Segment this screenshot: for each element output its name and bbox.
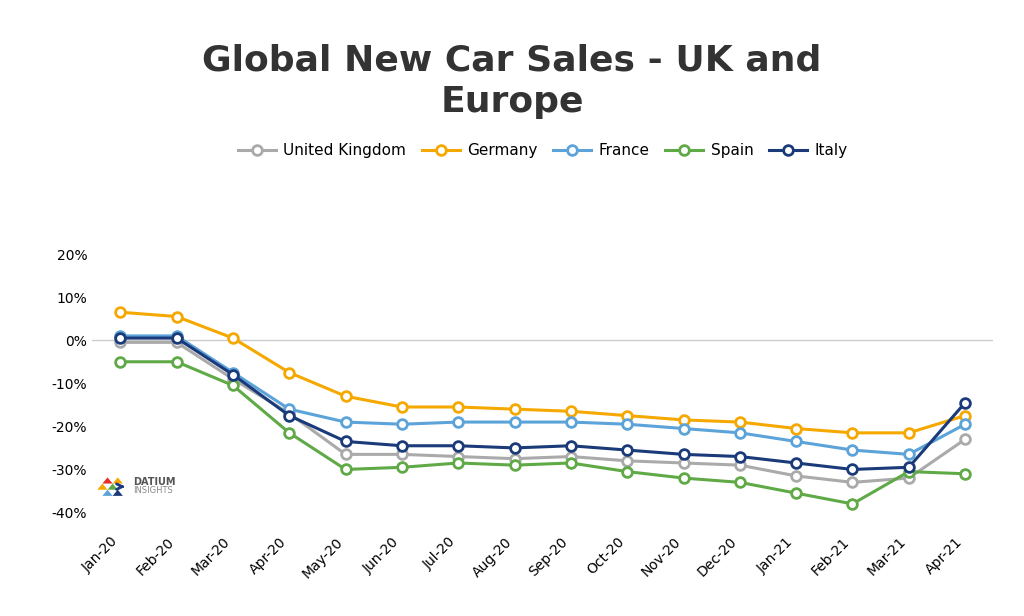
Polygon shape <box>113 477 123 484</box>
Text: Global New Car Sales - UK and
Europe: Global New Car Sales - UK and Europe <box>203 43 821 120</box>
Polygon shape <box>113 490 123 496</box>
Legend: United Kingdom, Germany, France, Spain, Italy: United Kingdom, Germany, France, Spain, … <box>231 137 854 164</box>
Text: INSIGHTS: INSIGHTS <box>133 487 173 495</box>
Polygon shape <box>102 477 113 484</box>
Polygon shape <box>108 484 118 490</box>
Text: DATIUM: DATIUM <box>133 477 176 487</box>
Polygon shape <box>97 484 108 490</box>
Polygon shape <box>102 490 113 496</box>
